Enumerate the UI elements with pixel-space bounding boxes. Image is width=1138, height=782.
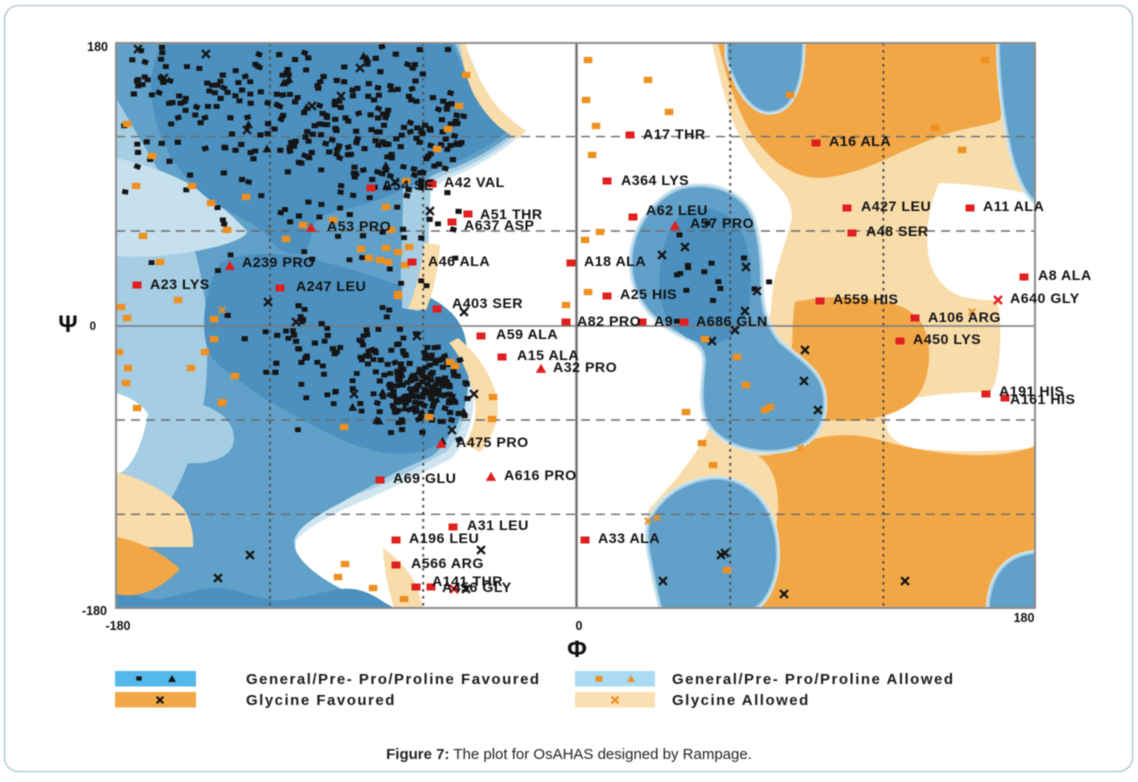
svg-text:A82 PRO: A82 PRO — [577, 314, 641, 330]
svg-text:Glycine Allowed: Glycine Allowed — [672, 692, 810, 709]
svg-text:A640 GLY: A640 GLY — [1010, 291, 1080, 307]
svg-text:A450 LYS: A450 LYS — [913, 332, 981, 348]
svg-text:Glycine Favoured: Glycine Favoured — [246, 692, 396, 709]
svg-text:A11 ALA: A11 ALA — [983, 199, 1044, 215]
svg-text:A69 GLU: A69 GLU — [393, 471, 456, 487]
svg-text:A427 LEU: A427 LEU — [861, 199, 931, 215]
svg-text:A161 HIS: A161 HIS — [1010, 392, 1076, 408]
svg-text:A616 PRO: A616 PRO — [504, 468, 577, 484]
svg-text:A191 HIS: A191 HIS — [999, 384, 1065, 400]
svg-text:A32 PRO: A32 PRO — [553, 360, 617, 376]
svg-text:A559 HIS: A559 HIS — [833, 292, 899, 308]
svg-text:A54 SE: A54 SE — [382, 178, 434, 194]
svg-text:Ψ: Ψ — [58, 311, 77, 338]
svg-text:-180: -180 — [105, 619, 130, 633]
svg-text:A23 LYS: A23 LYS — [150, 277, 210, 293]
svg-text:180: 180 — [87, 40, 108, 54]
svg-text:A46 ALA: A46 ALA — [428, 254, 490, 270]
svg-text:A364 LYS: A364 LYS — [621, 173, 689, 189]
svg-text:180: 180 — [1014, 611, 1035, 625]
svg-text:A456 GLY: A456 GLY — [442, 580, 512, 596]
svg-text:A17 THR: A17 THR — [643, 127, 706, 143]
svg-text:A239 PRO: A239 PRO — [242, 255, 315, 271]
svg-text:A15 ALA: A15 ALA — [517, 348, 579, 364]
svg-text:A51 THR: A51 THR — [480, 207, 543, 223]
svg-text:A62 LEU: A62 LEU — [646, 203, 708, 219]
svg-text:A686 GLN: A686 GLN — [696, 314, 768, 330]
svg-text:General/Pre- Pro/Proline Allow: General/Pre- Pro/Proline Allowed — [672, 671, 955, 688]
svg-text:A247 LEU: A247 LEU — [296, 279, 366, 295]
svg-text:0: 0 — [576, 619, 583, 633]
svg-text:A48 SER: A48 SER — [866, 224, 929, 240]
svg-text:A31 LEU: A31 LEU — [467, 518, 529, 534]
svg-text:A196 LEU: A196 LEU — [409, 531, 479, 547]
svg-text:-180: -180 — [82, 604, 107, 618]
svg-text:A9: A9 — [654, 314, 673, 330]
svg-text:A53 PRO: A53 PRO — [327, 219, 391, 235]
svg-text:A59 ALA: A59 ALA — [496, 327, 558, 343]
svg-text:Φ: Φ — [567, 636, 587, 663]
svg-text:A141 THR: A141 THR — [432, 574, 503, 590]
svg-text:A16 ALA: A16 ALA — [829, 134, 891, 150]
svg-text:A106 ARG: A106 ARG — [928, 310, 1001, 326]
svg-text:A33 ALA: A33 ALA — [598, 531, 660, 547]
svg-text:A637 ASP: A637 ASP — [464, 218, 535, 234]
svg-text:Figure 7: The plot for OsAHAS: Figure 7: The plot for OsAHAS designed b… — [386, 746, 752, 763]
svg-text:A42 VAL: A42 VAL — [444, 175, 505, 191]
svg-text:0: 0 — [90, 321, 96, 333]
svg-text:A566 ARG: A566 ARG — [411, 556, 484, 572]
svg-text:A475 PRO: A475 PRO — [456, 435, 529, 451]
svg-text:A18 ALA: A18 ALA — [584, 254, 646, 270]
svg-text:General/Pre- Pro/Proline Favou: General/Pre- Pro/Proline Favoured — [246, 671, 541, 688]
svg-text:A57 PRO: A57 PRO — [690, 216, 754, 232]
svg-text:A8 ALA: A8 ALA — [1038, 268, 1092, 284]
svg-text:A25 HIS: A25 HIS — [620, 287, 677, 303]
svg-text:A403 SER: A403 SER — [452, 296, 523, 312]
